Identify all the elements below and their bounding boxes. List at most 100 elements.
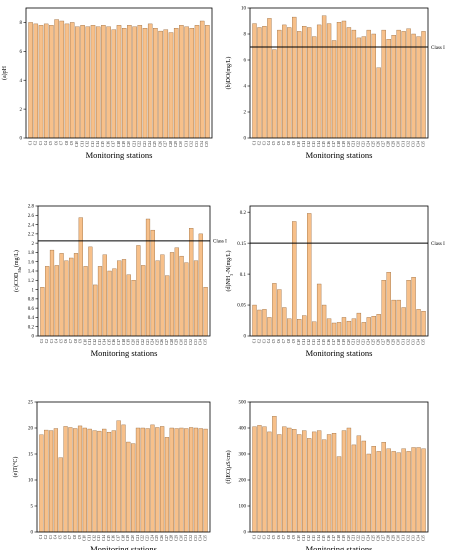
category-label: C33 xyxy=(411,535,415,541)
category-label: C7 xyxy=(282,141,286,145)
category-label: C30 xyxy=(179,141,183,147)
category-label: C19 xyxy=(342,535,346,541)
bar-C20 xyxy=(131,443,136,533)
category-label: C3 xyxy=(50,339,54,343)
bar-C24 xyxy=(366,317,371,337)
bar-C7 xyxy=(69,257,74,337)
y-tick-label: 0.05 xyxy=(237,304,246,309)
category-label: C28 xyxy=(170,535,174,541)
bar-C11 xyxy=(302,430,307,533)
category-label: C23 xyxy=(145,535,149,541)
bar-C1 xyxy=(252,23,257,139)
category-label: C6 xyxy=(277,339,281,343)
category-label: C22 xyxy=(138,141,142,147)
category-label: C2 xyxy=(257,141,261,145)
category-label: C25 xyxy=(372,535,376,541)
category-label: C5 xyxy=(272,535,276,539)
bar-C15 xyxy=(321,439,327,533)
bar-C10 xyxy=(297,434,302,533)
y-axis-label: (e)T(°C) xyxy=(12,457,19,478)
y-tick-label: 0.15 xyxy=(237,242,246,247)
category-label: C9 xyxy=(78,535,82,539)
category-label: C26 xyxy=(160,339,164,345)
category-label: C14 xyxy=(103,339,107,345)
bar-C11 xyxy=(80,25,85,139)
category-label: C16 xyxy=(327,141,331,147)
category-label: C17 xyxy=(332,339,336,345)
class-i-label: Class I xyxy=(431,242,445,247)
y-tick-label: 2 xyxy=(32,242,35,247)
bar-C19 xyxy=(341,430,347,533)
category-label: C20 xyxy=(131,339,135,345)
category-label: C2 xyxy=(34,141,38,145)
category-label: C22 xyxy=(357,141,361,147)
bar-C33 xyxy=(411,33,416,139)
bar-C23 xyxy=(145,218,151,337)
bar-C15 xyxy=(321,304,327,337)
category-label: C15 xyxy=(322,339,326,345)
bar-C23 xyxy=(361,36,367,139)
category-label: C23 xyxy=(362,141,366,147)
bar-C7 xyxy=(68,427,73,533)
category-label: C19 xyxy=(127,339,131,345)
category-label: C12 xyxy=(307,141,311,147)
category-label: C33 xyxy=(411,141,415,147)
bar-C1 xyxy=(252,426,257,533)
category-label: C3 xyxy=(262,535,266,539)
bar-C14 xyxy=(316,24,322,139)
bar-C8 xyxy=(287,427,292,533)
category-label: C9 xyxy=(292,141,296,145)
category-label: C29 xyxy=(175,339,179,345)
bar-C4 xyxy=(267,431,272,533)
category-label: C24 xyxy=(151,339,155,345)
bar-C20 xyxy=(127,25,132,139)
y-tick-label: 20 xyxy=(28,427,34,432)
bar-C22 xyxy=(356,312,362,337)
category-label: C4 xyxy=(44,141,48,145)
category-label: C26 xyxy=(160,535,164,541)
bar-C8 xyxy=(64,23,70,139)
bar-C22 xyxy=(356,37,362,139)
category-label: C17 xyxy=(332,141,336,147)
bar-C9 xyxy=(292,429,297,533)
category-label: C27 xyxy=(165,535,169,541)
category-label: C29 xyxy=(174,141,178,147)
category-label: C27 xyxy=(382,339,386,345)
y-axis-label: (b)DO(mg/L) xyxy=(225,57,232,90)
y-axis-label: (a)pH xyxy=(1,65,8,80)
bar-C7 xyxy=(282,307,287,337)
bar-C24 xyxy=(150,424,155,533)
category-label: C33 xyxy=(195,141,199,147)
bar-C22 xyxy=(356,435,362,533)
bar-C24 xyxy=(366,29,371,139)
y-tick-label: 400 xyxy=(239,427,247,432)
category-label: C7 xyxy=(69,339,73,343)
category-label: C9 xyxy=(79,339,83,343)
bar-C3 xyxy=(48,430,54,533)
plot-frame xyxy=(36,401,211,533)
panel-ph: C1 C2 C3 C4 C5 C6 C7 C8 C9 C10 C11 C12 C13 C14 C15 C16 C… xyxy=(1,7,213,160)
bar-C8 xyxy=(73,428,78,533)
bar-C32 xyxy=(406,280,411,337)
y-axis-label: (f)EC(μS/cm) xyxy=(225,450,232,483)
class-i-label: Class I xyxy=(213,240,227,245)
bar-C4 xyxy=(53,428,59,533)
bar-C11 xyxy=(302,315,307,337)
bar-C20 xyxy=(346,427,352,533)
bar-C10 xyxy=(82,427,87,533)
category-label: C7 xyxy=(282,339,286,343)
category-label: C28 xyxy=(387,141,391,147)
bar-C27 xyxy=(163,29,169,139)
bar-C26 xyxy=(160,254,165,337)
category-label: C22 xyxy=(357,339,361,345)
bar-C12 xyxy=(85,26,91,139)
bar-C32 xyxy=(406,451,411,533)
bar-C28 xyxy=(386,39,391,139)
category-label: C14 xyxy=(317,535,321,541)
bar-C4 xyxy=(43,23,49,139)
bar-C35 xyxy=(421,311,426,337)
bar-C8 xyxy=(287,318,292,337)
category-label: C31 xyxy=(184,141,188,147)
bar-C22 xyxy=(141,265,146,337)
bar-C24 xyxy=(150,229,155,337)
